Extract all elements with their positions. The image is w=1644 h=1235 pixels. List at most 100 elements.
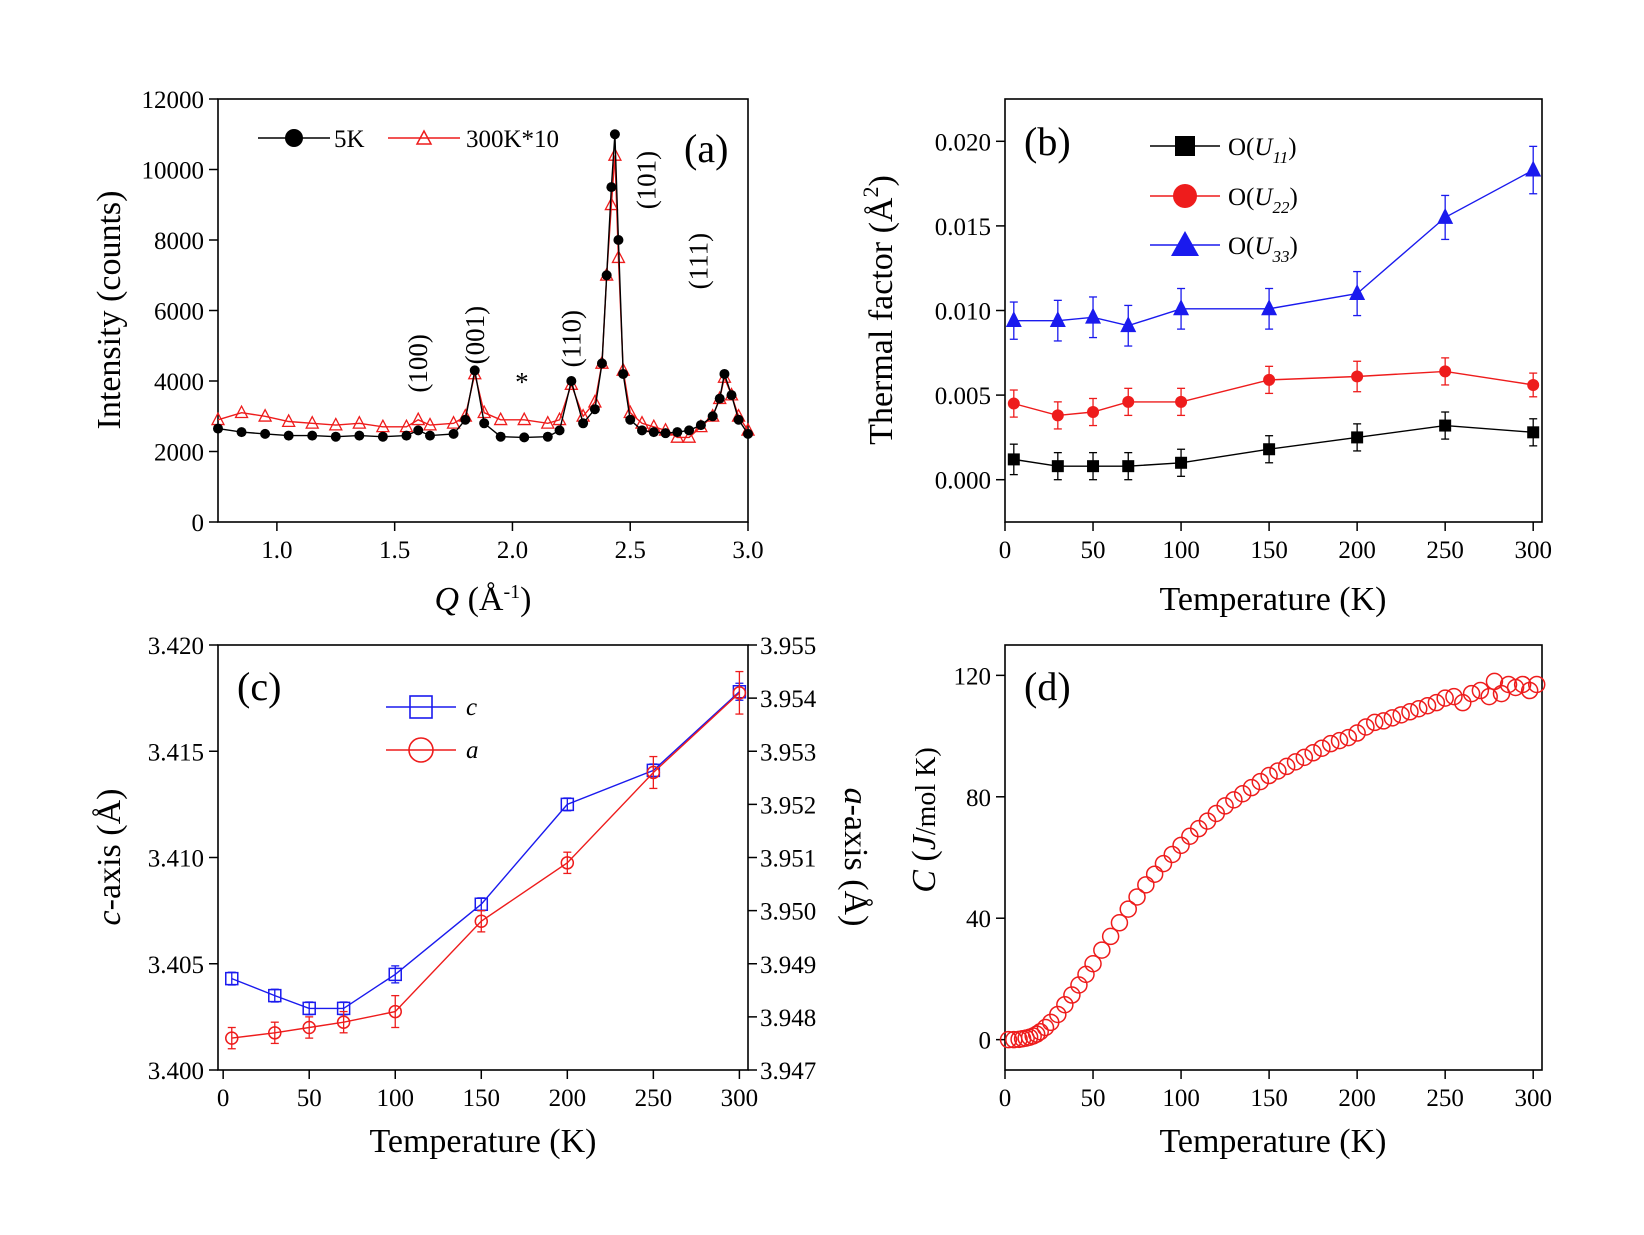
series-heat-capacity-point (1339, 728, 1358, 747)
series-u11-point (1122, 460, 1135, 473)
panel-a-ytick-label: 8000 (154, 228, 204, 255)
panel-b-xtick-label: 300 (1514, 537, 1552, 564)
series-5k-point (695, 420, 706, 431)
legend-u22-sub: 22 (1272, 198, 1290, 217)
panel-c: 0 50 100 150 200 250 300 3.400 3.405 3.410 3.415 3.… (91, 633, 874, 1160)
series-300k-point (477, 404, 492, 419)
series-u11-point (1439, 419, 1452, 432)
series-heat-capacity-point (1277, 757, 1296, 776)
series-5k-point (554, 425, 565, 436)
panel-c-ylabel-right: a-axis (Å) (837, 788, 874, 927)
panel-d-ylabel-mid: ( (906, 850, 943, 870)
peak-label: (101) (632, 151, 662, 209)
panel-c-ytick-right-label: 3.952 (760, 792, 816, 819)
panel-a-ytick-label: 2000 (154, 440, 204, 467)
series-u33-point (1005, 311, 1022, 328)
series-u11-point (1527, 426, 1540, 439)
series-5k-point (714, 393, 725, 404)
legend-u22-post: ) (1289, 184, 1297, 211)
series-heat-capacity-point (1163, 845, 1182, 864)
panel-d-xtick-label: 150 (1250, 1085, 1288, 1112)
series-heat-capacity-point (1269, 762, 1287, 780)
panel-d-ylabel-c: C (906, 870, 943, 893)
panel-c-label: (c) (237, 664, 281, 709)
series-300k-point (281, 413, 296, 427)
series-c-point (560, 797, 575, 812)
panel-d-ytick-label: 40 (966, 906, 991, 933)
series-a-point (388, 1004, 402, 1019)
series-a-point (560, 856, 575, 870)
panel-c-ytick-right-label: 3.947 (760, 1058, 816, 1085)
panel-c-xtick-label: 150 (463, 1085, 501, 1112)
series-5k-point (648, 427, 659, 438)
panel-c-ytick-label: 3.400 (148, 1058, 204, 1085)
series-a-point (268, 1026, 282, 1040)
panel-c-xlabel: Temperature (K) (370, 1123, 597, 1160)
series-heat-capacity-point (1427, 693, 1446, 712)
series-5k-point (609, 129, 620, 140)
series-5k-point (613, 235, 624, 245)
series-300k-point (517, 411, 532, 426)
series-5k-point (684, 425, 695, 436)
series-300k-point (682, 429, 697, 443)
legend-u33-sub: 33 (1271, 247, 1289, 266)
panel-c-ytick-label: 3.405 (148, 952, 204, 979)
series-heat-capacity-point (1119, 900, 1137, 918)
series-5k-point (330, 431, 341, 442)
panel-a-ytick-label: 6000 (154, 299, 204, 326)
legend-u33-marker (1171, 231, 1199, 256)
series-5k-point (260, 428, 271, 439)
series-heat-capacity-point (1084, 955, 1102, 973)
series-c-line (231, 691, 740, 1010)
series-heat-capacity-point (1036, 1018, 1055, 1037)
panel-a-xtick-label: 2.0 (497, 537, 528, 564)
panel-a-xlabel-sup: -1 (503, 581, 520, 603)
series-heat-capacity-point (1251, 772, 1270, 791)
series-5k-point (495, 431, 506, 442)
series-300k-point (258, 408, 273, 422)
series-5k-line (217, 134, 749, 439)
panel-a-label: (a) (684, 126, 728, 171)
series-300k-point (611, 249, 626, 264)
panel-d-ylabel-rest: /mol K) (911, 747, 942, 835)
series-heat-capacity-point (1365, 713, 1384, 732)
series-heat-capacity-point (1225, 791, 1243, 809)
series-heat-capacity-point (1031, 1023, 1049, 1041)
series-5k-point (733, 414, 744, 425)
series-5k-point (448, 428, 459, 439)
series-c-point (302, 1001, 316, 1016)
series-heat-capacity-point (1348, 724, 1366, 742)
series-u33-point (1261, 299, 1278, 316)
series-u11-point (1007, 453, 1020, 466)
panel-a-legend: 5K 300K*10 (258, 126, 559, 153)
series-5k-point (401, 430, 412, 441)
legend-u33-pre: O( (1228, 233, 1254, 260)
legend-a-label: a (466, 737, 479, 764)
panel-c-xtick-label: 100 (376, 1085, 414, 1112)
panel-b-ylabel-text: Thermal factor (Å (863, 197, 900, 445)
series-5k-point (213, 423, 223, 434)
panel-a-xlabel-close: ) (520, 581, 531, 618)
series-heat-capacity-point (1520, 681, 1539, 700)
series-5k-point (625, 414, 636, 425)
legend-u11-pre: O( (1228, 134, 1254, 161)
panel-d-ylabel-j: J (906, 833, 943, 850)
series-300k-point (607, 147, 622, 161)
panel-d-xlabel: Temperature (K) (1160, 1123, 1387, 1160)
series-u11-point (1351, 431, 1364, 444)
panel-b-ytick-label: 0.000 (935, 468, 991, 495)
panel-c-ytick-right-label: 3.953 (760, 739, 816, 766)
series-5k-point (596, 358, 607, 369)
series-heat-capacity-point (1304, 744, 1322, 762)
series-5k-point (413, 425, 424, 436)
panel-c-series (225, 670, 747, 1050)
series-heat-capacity-point (1216, 797, 1234, 815)
legend-u22-label: O(U22) (1228, 184, 1298, 217)
peak-label: (110) (556, 310, 586, 367)
panel-d-xtick-label: 200 (1338, 1085, 1376, 1112)
panel-b-ylabel: Thermal factor (Å2) (858, 175, 900, 445)
series-heat-capacity-point (1260, 766, 1278, 785)
panel-d-ytick-label: 120 (954, 663, 992, 690)
series-5k-point (283, 430, 294, 441)
panel-d-xtick-label: 300 (1514, 1085, 1552, 1112)
